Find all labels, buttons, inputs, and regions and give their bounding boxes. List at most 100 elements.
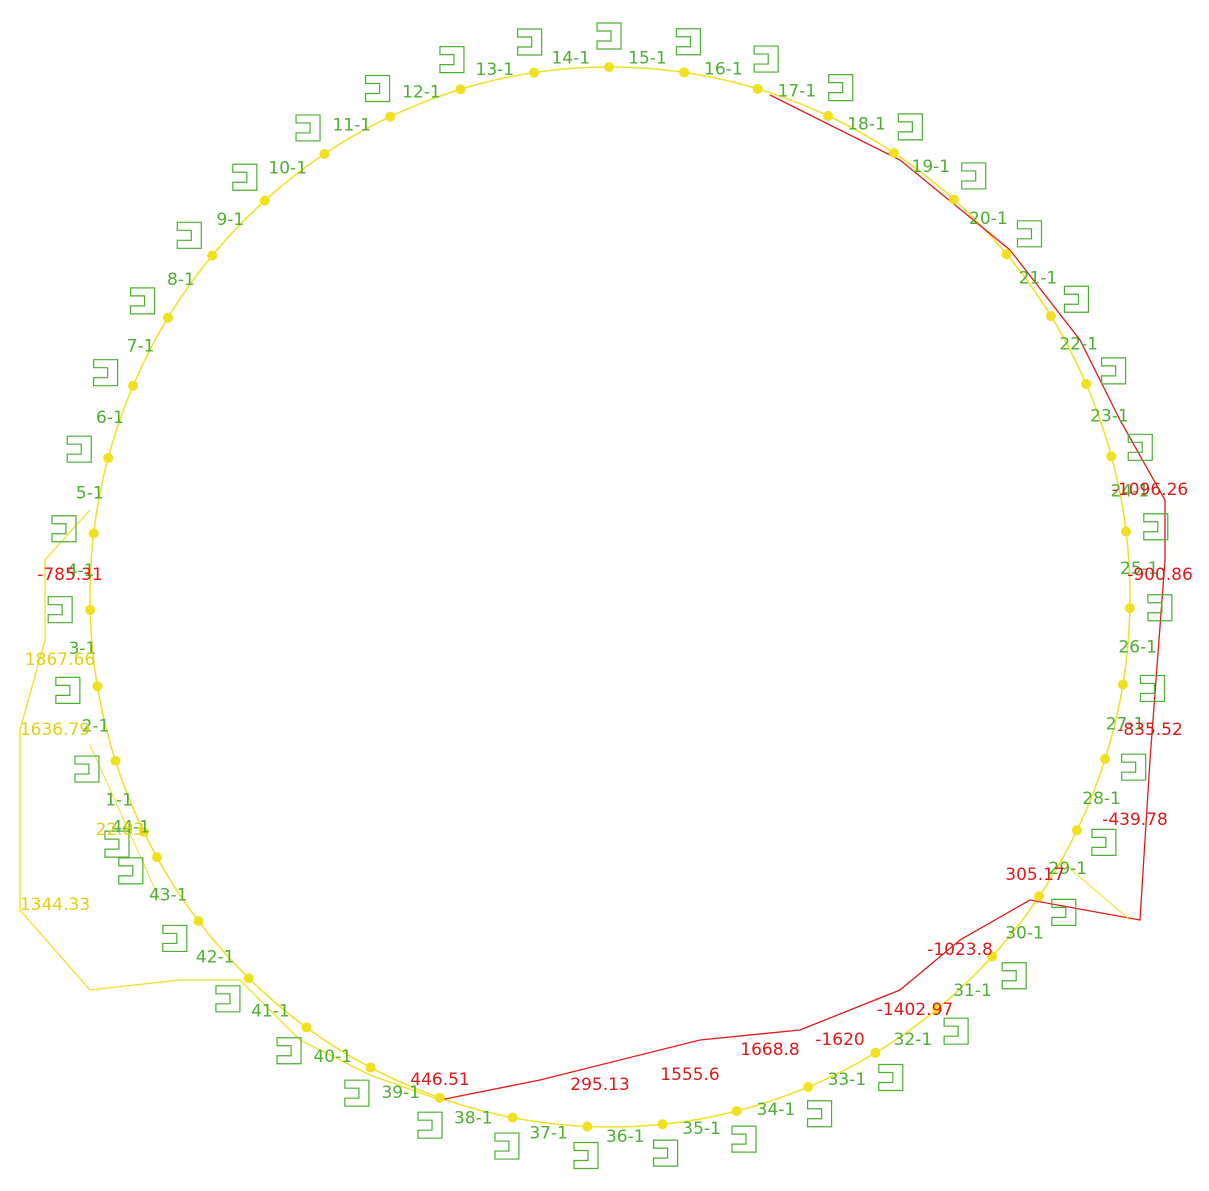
node — [1121, 526, 1132, 537]
support — [828, 74, 854, 102]
node — [1034, 891, 1045, 902]
result-label: -1620 — [815, 1030, 864, 1050]
node — [529, 67, 540, 78]
support — [66, 435, 92, 463]
node — [434, 1092, 445, 1103]
result-label: 1668.8 — [740, 1040, 799, 1060]
element-label: 5-1 — [76, 484, 104, 504]
element-label: 10-1 — [268, 158, 307, 178]
element-label: 14-1 — [551, 48, 590, 68]
result-label: 22.83 — [96, 820, 145, 840]
support — [1016, 220, 1043, 248]
diagram-line — [89, 744, 161, 901]
node — [163, 312, 174, 323]
element-label: 7-1 — [127, 336, 155, 356]
support — [1101, 357, 1127, 385]
support — [276, 1037, 302, 1065]
element-label: 43-1 — [149, 885, 188, 905]
element-label: 1-1 — [105, 791, 133, 811]
node — [455, 84, 466, 95]
support — [897, 113, 923, 141]
element-label: 30-1 — [1005, 924, 1044, 944]
support — [961, 162, 987, 190]
node — [657, 1119, 668, 1130]
element-label: 22-1 — [1059, 335, 1098, 355]
support — [344, 1079, 370, 1107]
support — [1121, 753, 1147, 781]
support — [675, 28, 702, 56]
support — [364, 74, 391, 103]
support — [806, 1100, 833, 1128]
support — [1091, 828, 1117, 856]
diagram-line — [1059, 859, 1131, 921]
support — [118, 857, 144, 885]
result-label: 1867.66 — [25, 650, 95, 670]
support — [1143, 513, 1169, 541]
result-label: 1555.6 — [660, 1065, 719, 1085]
element-label: 13-1 — [476, 60, 515, 80]
element-label: 32-1 — [894, 1030, 933, 1050]
element-label: 18-1 — [847, 114, 886, 134]
element-label: 36-1 — [606, 1127, 645, 1147]
node — [259, 195, 270, 206]
support — [494, 1132, 520, 1160]
element-label: 9-1 — [216, 210, 244, 230]
support — [74, 755, 100, 783]
element-label: 24-1 — [1111, 482, 1150, 502]
node — [1100, 754, 1111, 765]
support — [1063, 285, 1090, 313]
element-label: 20-1 — [969, 209, 1008, 229]
support — [731, 1125, 757, 1153]
moment-diagram-positive — [19, 509, 441, 1101]
support — [215, 985, 241, 1013]
node — [103, 453, 114, 464]
element-label: 11-1 — [333, 115, 372, 135]
node — [385, 111, 396, 122]
result-label: 295.13 — [570, 1075, 629, 1095]
result-label: -900.86 — [1127, 565, 1193, 585]
result-label: -1402.97 — [877, 1000, 953, 1020]
node — [128, 380, 139, 391]
element-label: 15-1 — [628, 48, 667, 68]
element-label: 4-1 — [67, 561, 95, 581]
node — [207, 250, 218, 261]
node — [1071, 825, 1082, 836]
result-label: 446.51 — [410, 1070, 469, 1090]
element-label: 44-1 — [111, 817, 150, 837]
node — [948, 194, 959, 205]
element-label: 17-1 — [778, 82, 817, 102]
element-label: 40-1 — [313, 1047, 352, 1067]
element-label: 2-1 — [82, 716, 110, 736]
support — [1147, 594, 1173, 622]
node — [888, 148, 899, 159]
support — [439, 46, 465, 74]
element-label: 6-1 — [96, 408, 124, 428]
node — [932, 1003, 943, 1014]
support — [55, 676, 81, 704]
element-label: 19-1 — [912, 157, 951, 177]
support — [129, 287, 156, 315]
support — [573, 1141, 599, 1170]
node — [731, 1106, 742, 1117]
element-label: 25-1 — [1120, 559, 1159, 579]
element-label: 35-1 — [682, 1119, 721, 1139]
node — [151, 852, 162, 863]
node — [752, 83, 763, 94]
node — [582, 1121, 593, 1132]
node — [1117, 679, 1128, 690]
node — [88, 528, 99, 539]
support — [652, 1139, 679, 1167]
moment-diagram-negative — [439, 94, 1166, 1101]
node — [803, 1082, 814, 1093]
support — [176, 221, 202, 249]
element-label: 29-1 — [1049, 859, 1088, 879]
element-label: 23-1 — [1090, 406, 1129, 426]
node — [679, 67, 690, 78]
element-label: 28-1 — [1082, 789, 1121, 809]
element-label: 41-1 — [251, 1002, 290, 1022]
element-label: 42-1 — [196, 947, 235, 967]
result-label: -835.52 — [1117, 720, 1183, 740]
node — [1081, 378, 1092, 389]
support — [93, 359, 119, 387]
